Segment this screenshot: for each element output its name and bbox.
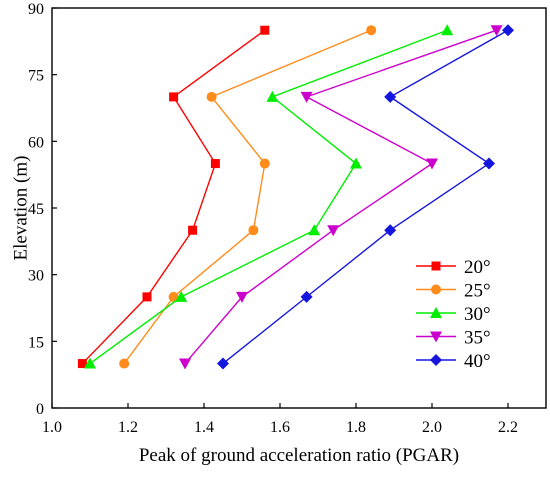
- data-point: [248, 225, 259, 236]
- data-point: [84, 357, 96, 369]
- y-tick-label: 45: [28, 201, 44, 218]
- data-point: [206, 91, 217, 102]
- legend-label: 35°: [464, 328, 491, 349]
- data-point: [300, 290, 313, 303]
- y-tick-label: 60: [28, 134, 44, 151]
- data-point: [236, 291, 248, 303]
- y-tick-label: 90: [28, 1, 44, 18]
- y-tick-label: 30: [28, 268, 44, 285]
- series-2: [84, 24, 454, 369]
- x-tick-label: 2.2: [498, 419, 518, 436]
- data-point: [300, 91, 313, 103]
- data-point: [119, 358, 130, 369]
- data-point: [210, 159, 220, 169]
- data-point: [384, 90, 397, 103]
- axis-ticks: 1.0 1.2 1.4 1.6 1.8 2.0 2.2 0 15 30 45 60 75 90: [28, 1, 518, 436]
- data-point: [188, 225, 198, 235]
- series-3: [179, 25, 503, 370]
- axis-titles: Peak of ground acceleration ratio (PGAR)…: [11, 156, 459, 467]
- legend-item: 35°: [416, 328, 491, 349]
- data-point: [490, 25, 503, 37]
- series-line: [81, 29, 266, 365]
- legend-item: 25°: [416, 281, 491, 302]
- legend: 20° 25°30° 35°40°: [416, 257, 491, 372]
- series-1: [119, 25, 377, 369]
- data-point: [260, 25, 270, 35]
- x-axis-title: Peak of ground acceleration ratio (PGAR): [139, 445, 459, 466]
- legend-item: 40°: [416, 351, 491, 372]
- series-line: [123, 29, 372, 364]
- y-tick-label: 15: [28, 334, 44, 351]
- data-point: [483, 157, 495, 170]
- series-line: [222, 29, 509, 365]
- data-point: [366, 25, 377, 36]
- legend-marker: [431, 284, 441, 295]
- y-tick-label: 0: [36, 401, 44, 418]
- data-point: [502, 24, 514, 37]
- series-4: [217, 24, 514, 370]
- x-tick-label: 1.4: [194, 419, 214, 436]
- legend-marker: [430, 331, 442, 343]
- x-tick-label: 1.8: [346, 419, 366, 436]
- legend-item: 20°: [416, 257, 491, 278]
- y-tick-label: 75: [28, 68, 44, 85]
- data-point: [179, 358, 191, 370]
- legend-label: 40°: [464, 351, 491, 372]
- legend-marker: [430, 354, 442, 366]
- data-point: [266, 90, 279, 102]
- data-point: [168, 291, 179, 302]
- data-point: [327, 225, 340, 237]
- data-point: [426, 158, 438, 170]
- x-tick-label: 2.0: [422, 419, 442, 436]
- data-point: [142, 292, 152, 302]
- y-axis-title: Elevation (m): [11, 156, 32, 261]
- x-tick-label: 1.6: [270, 419, 290, 436]
- data-point: [259, 158, 270, 169]
- data-point: [77, 359, 87, 369]
- data-point: [169, 92, 179, 102]
- data-point: [175, 290, 188, 302]
- x-tick-label: 1.2: [118, 419, 138, 436]
- x-tick-label: 1.0: [42, 419, 62, 436]
- data-point: [441, 24, 454, 36]
- data-point: [384, 224, 397, 237]
- legend-item: 30°: [416, 304, 491, 325]
- series-layer: [77, 24, 514, 370]
- legend-marker: [431, 261, 441, 271]
- series-line: [184, 29, 497, 365]
- series-line: [89, 29, 448, 365]
- legend-marker: [430, 307, 442, 318]
- series-0: [77, 25, 270, 369]
- data-point: [217, 357, 229, 370]
- legend-label: 20°: [464, 257, 491, 278]
- data-point: [350, 157, 362, 169]
- legend-label: 30°: [464, 304, 491, 325]
- legend-label: 25°: [464, 281, 491, 302]
- data-point: [308, 224, 321, 236]
